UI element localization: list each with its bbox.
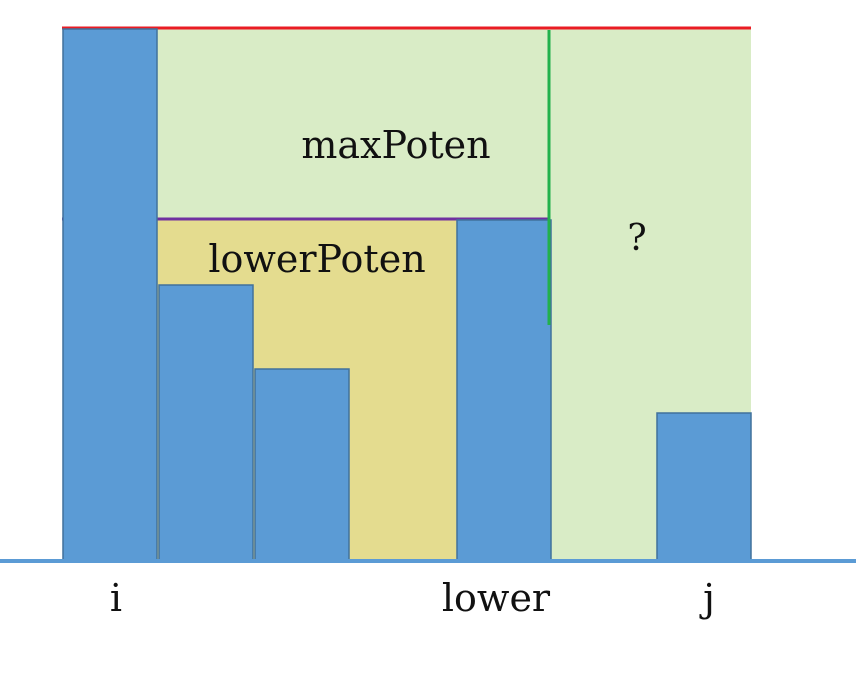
index-label-i: i: [110, 576, 122, 620]
index-label-lower: lower: [442, 576, 551, 620]
max-poten-label: maxPoten: [301, 123, 490, 167]
bar-j: [656, 412, 752, 562]
lower-poten-label: lowerPoten: [208, 237, 425, 281]
bar-3: [254, 368, 350, 562]
baseline: [0, 559, 856, 563]
bar-lower: [456, 219, 552, 562]
bar-2: [158, 284, 254, 562]
index-label-j: j: [699, 576, 715, 620]
unknown-label: ?: [627, 218, 646, 259]
bar-i: [62, 28, 158, 562]
